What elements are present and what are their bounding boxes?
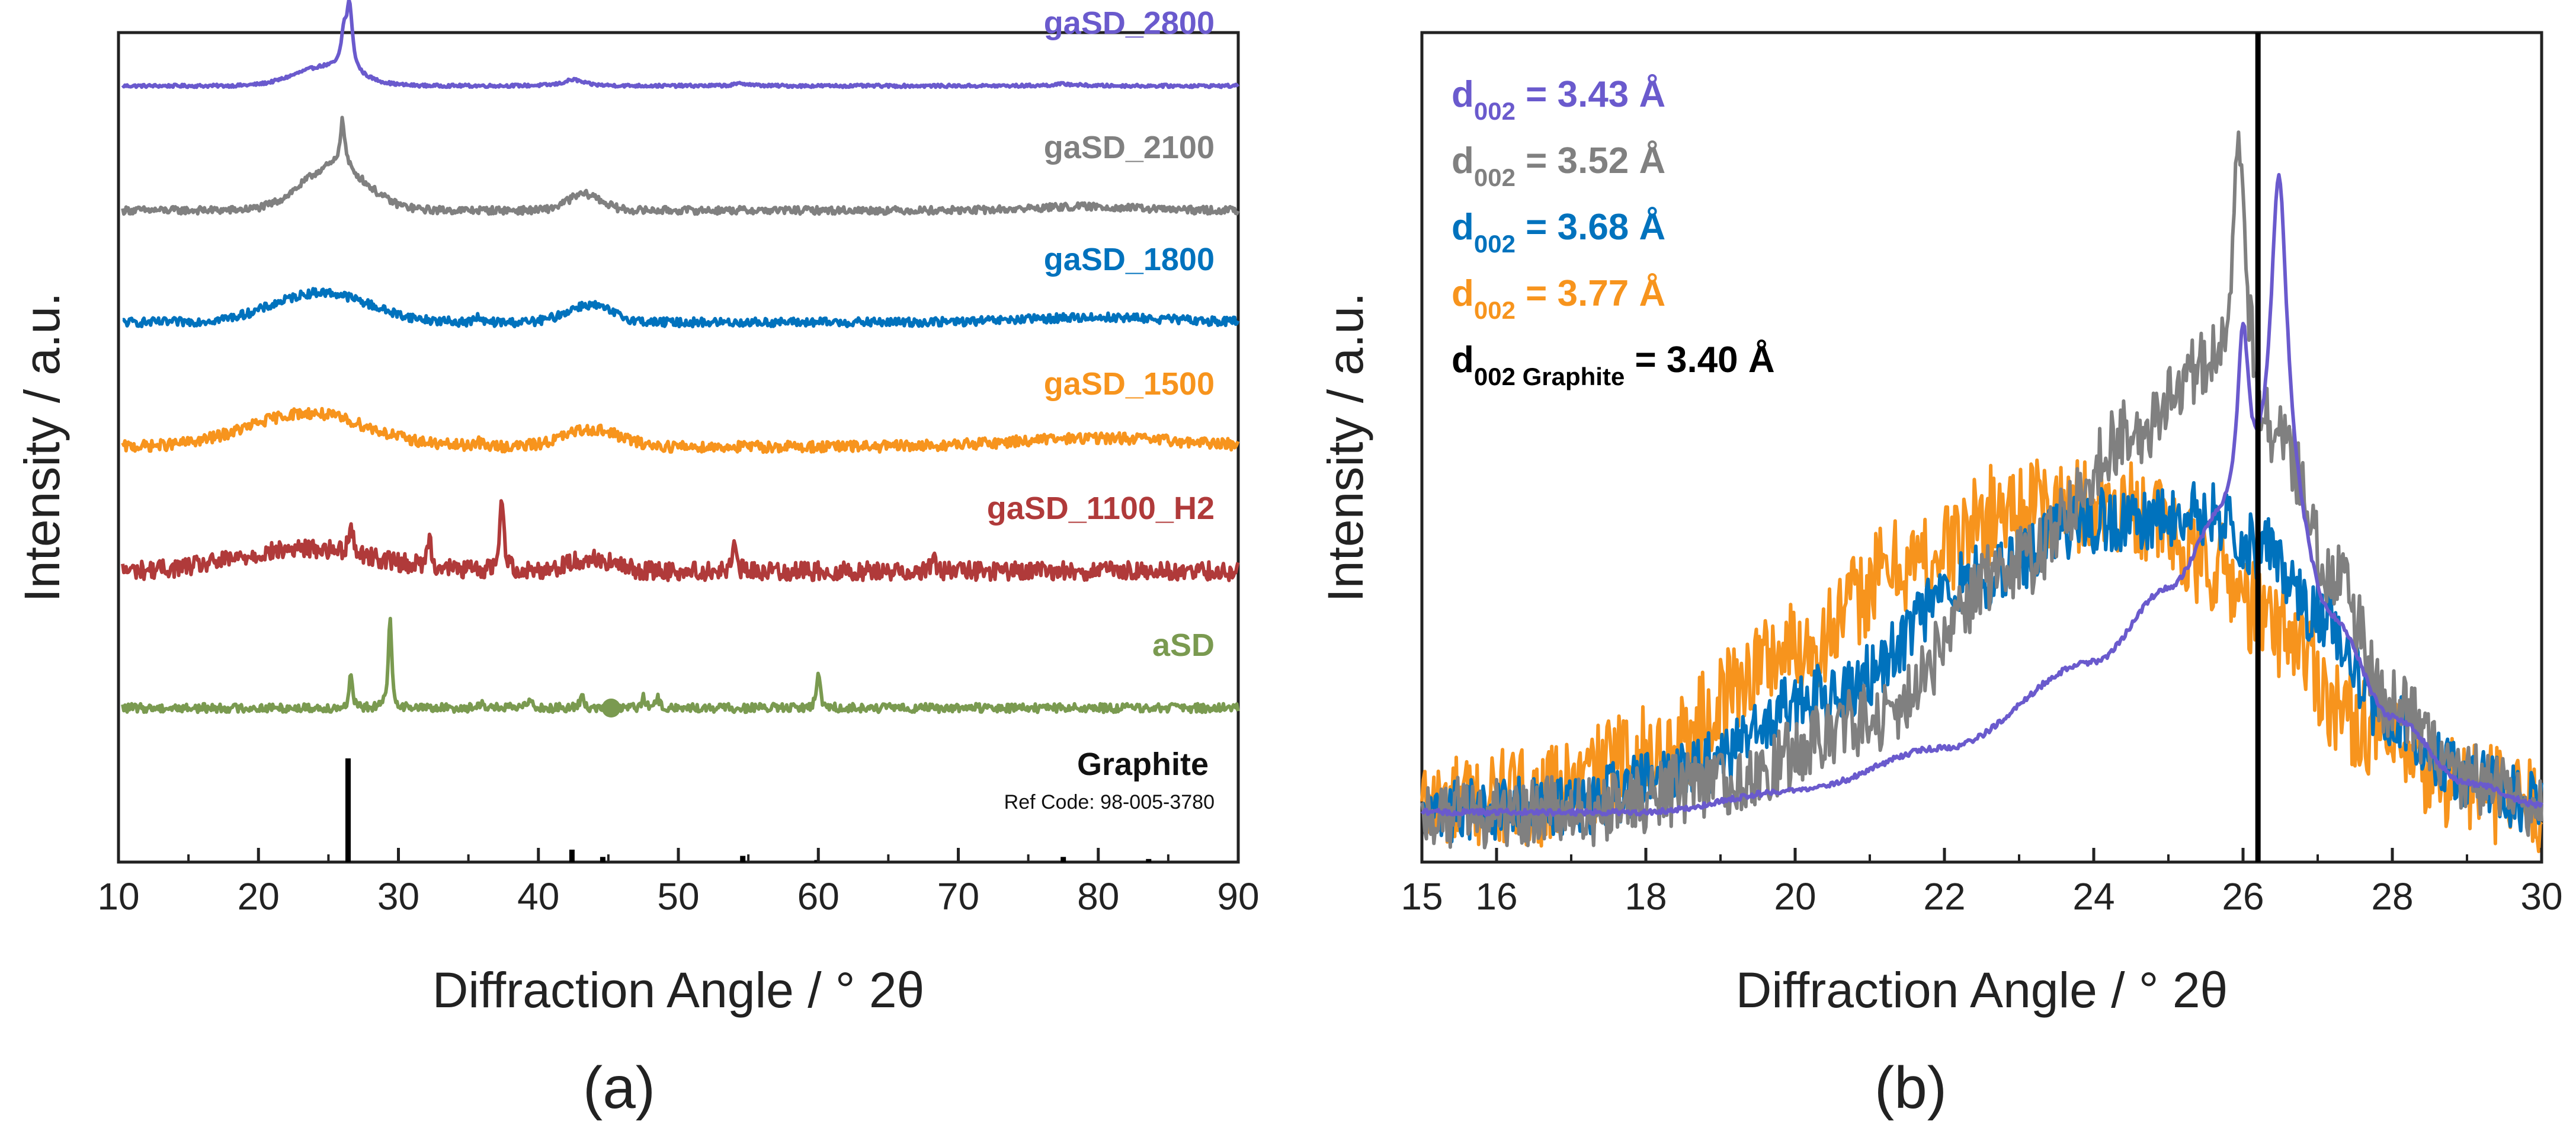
zoom-series-line-gaSD_2800 [1420,172,2543,817]
series-label-gaSD_1800: gaSD_1800 [1044,242,1215,277]
x-tick-label: 90 [1217,875,1259,918]
series-line-gaSD_1800 [122,287,1240,329]
x-tick-label: 40 [517,875,559,918]
panel-a-ylabel: Intensity / a.u. [14,293,70,603]
series-line-gaSD_2800 [121,0,1240,89]
x-tick-label: 20 [238,875,280,918]
x-tick-label: 60 [797,875,840,918]
panel-b-ylabel: Intensity / a.u. [1318,293,1373,603]
x-tick-label: 10 [97,875,139,918]
x-tick-label: 16 [1475,875,1517,918]
series-line-gaSD_2100 [121,116,1240,216]
series-label-gaSD_2800: gaSD_2800 [1044,5,1215,41]
panel-a-x-ticks: 10 20 30 40 50 60 70 80 90 [97,848,1260,918]
x-tick-label: 26 [2222,875,2264,918]
d-spacing-annotation: d002 = 3.68 Å [1452,207,1665,258]
zoom-series-line-gaSD_1500 [1420,458,2543,853]
series-line-gaSD_1500 [121,406,1240,454]
panel-a-series-group [121,0,1240,718]
x-tick-label: 50 [657,875,699,918]
x-tick-label: 30 [377,875,419,918]
reference-name: Graphite [1077,747,1209,782]
panel-a-series-labels: gaSD_2800 gaSD_2100 gaSD_1800 gaSD_1500 gaSD… [987,5,1215,663]
panel-b-label: (b) [1875,1055,1947,1121]
panel-b-xlabel: Diffraction Angle / ° 2θ [1736,962,2228,1018]
panel-b: d002 = 3.43 Å d002 = 3.52 Å d002 = 3.68 Å d… [1318,31,2563,1121]
series-label-gaSD_1100_H2: gaSD_1100_H2 [987,491,1215,526]
x-tick-label: 70 [937,875,979,918]
series-label-aSD: aSD [1152,627,1215,663]
series-line-aSD [121,617,1240,715]
panel-b-annotations: d002 = 3.43 Å d002 = 3.52 Å d002 = 3.68 Å d… [1452,74,1775,390]
x-tick-label: 80 [1077,875,1119,918]
x-tick-label: 18 [1625,875,1667,918]
panel-a-reference-group: Graphite Ref Code: 98-005-3780 [345,747,1215,862]
panel-a-label: (a) [583,1055,655,1121]
x-tick-label: 20 [1774,875,1816,918]
series-line-gaSD_1100_H2 [121,499,1240,582]
x-tick-label-start: 15 [1401,875,1443,918]
panel-b-x-ticks: 16 18 20 22 24 26 28 30 15 [1401,848,2563,918]
d-spacing-annotation: d002 = 3.77 Å [1452,273,1665,324]
x-tick-label: 28 [2371,875,2413,918]
panel-b-plot-frame [1420,31,2543,864]
panel-b-series-group [1420,130,2543,853]
series-label-gaSD_1500: gaSD_1500 [1044,366,1215,402]
x-tick-label: 22 [1923,875,1965,918]
d-spacing-annotation: d002 = 3.52 Å [1452,140,1665,191]
d-spacing-annotation: d002 Graphite = 3.40 Å [1452,340,1775,390]
panel-a-xlabel: Diffraction Angle / ° 2θ [432,962,925,1018]
d-spacing-annotation: d002 = 3.43 Å [1452,74,1665,125]
x-tick-label: 30 [2520,875,2562,918]
x-tick-label: 24 [2072,875,2114,918]
series-label-gaSD_2100: gaSD_2100 [1044,130,1215,165]
reference-code: Ref Code: 98-005-3780 [1004,791,1215,813]
asd-marker-dot [601,699,621,718]
